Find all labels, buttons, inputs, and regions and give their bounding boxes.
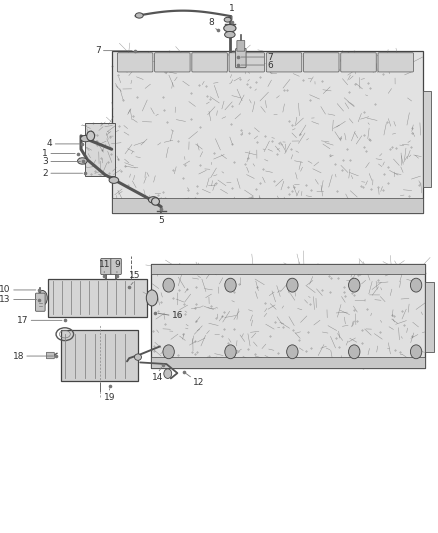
Text: 1: 1 [229, 4, 235, 13]
Ellipse shape [146, 290, 158, 306]
Bar [112, 198, 423, 213]
Text: 9: 9 [114, 260, 120, 269]
Text: 19: 19 [104, 393, 115, 402]
Circle shape [225, 278, 236, 292]
FancyBboxPatch shape [341, 53, 376, 72]
Circle shape [225, 345, 236, 359]
Text: 2: 2 [42, 169, 48, 177]
Ellipse shape [225, 31, 235, 38]
Text: 5: 5 [158, 216, 164, 225]
Ellipse shape [78, 158, 87, 164]
Bar [151, 264, 425, 368]
Text: 12: 12 [193, 378, 204, 387]
FancyBboxPatch shape [85, 123, 115, 176]
FancyBboxPatch shape [155, 53, 190, 72]
Circle shape [349, 345, 360, 359]
Ellipse shape [224, 25, 236, 32]
Circle shape [286, 345, 298, 359]
Bar [112, 51, 423, 213]
FancyBboxPatch shape [425, 282, 434, 352]
Ellipse shape [224, 17, 231, 22]
Text: 16: 16 [172, 311, 183, 320]
Circle shape [163, 278, 174, 292]
Text: 4: 4 [47, 140, 53, 148]
Text: 11: 11 [99, 260, 110, 269]
Text: 7: 7 [267, 53, 273, 61]
FancyBboxPatch shape [101, 259, 111, 274]
Ellipse shape [109, 177, 119, 183]
FancyBboxPatch shape [304, 53, 339, 72]
FancyBboxPatch shape [35, 293, 45, 311]
Circle shape [286, 278, 298, 292]
Ellipse shape [81, 135, 90, 142]
FancyBboxPatch shape [423, 91, 431, 187]
Text: 13: 13 [0, 295, 11, 304]
Text: 14: 14 [152, 373, 163, 382]
Bar [61, 330, 138, 381]
Text: 18: 18 [13, 352, 24, 360]
FancyBboxPatch shape [266, 53, 302, 72]
Circle shape [410, 345, 422, 359]
Text: 15: 15 [129, 271, 141, 280]
Text: 10: 10 [0, 286, 11, 294]
Bar [48, 279, 147, 317]
Bar [151, 357, 425, 368]
Bar [151, 264, 425, 274]
FancyBboxPatch shape [229, 53, 265, 72]
Ellipse shape [152, 198, 159, 205]
Circle shape [163, 345, 174, 359]
Text: 3: 3 [42, 157, 48, 166]
FancyBboxPatch shape [378, 53, 413, 72]
Text: 6: 6 [267, 61, 273, 69]
Text: 8: 8 [208, 18, 214, 27]
Ellipse shape [148, 197, 158, 203]
FancyBboxPatch shape [46, 352, 54, 359]
Ellipse shape [134, 354, 141, 360]
FancyBboxPatch shape [117, 53, 153, 72]
FancyBboxPatch shape [236, 49, 246, 68]
Ellipse shape [135, 13, 143, 18]
Ellipse shape [87, 131, 95, 141]
FancyBboxPatch shape [192, 53, 227, 72]
FancyBboxPatch shape [237, 41, 245, 51]
Text: 17: 17 [17, 316, 28, 325]
Circle shape [164, 369, 172, 378]
Circle shape [410, 278, 422, 292]
FancyBboxPatch shape [111, 259, 121, 274]
Circle shape [349, 278, 360, 292]
Ellipse shape [38, 290, 47, 305]
Text: 7: 7 [95, 46, 101, 55]
Text: 1: 1 [42, 149, 48, 158]
